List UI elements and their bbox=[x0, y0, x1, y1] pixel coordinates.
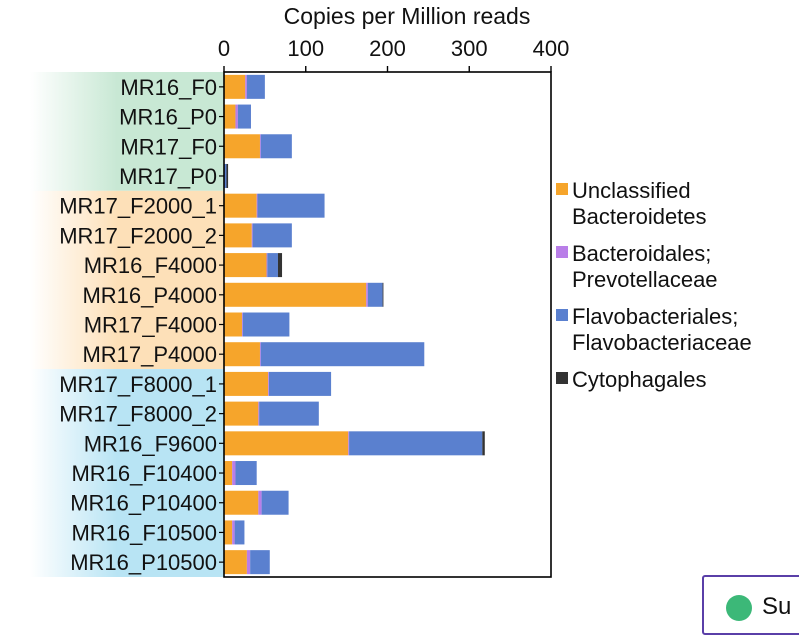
bar-segment bbox=[250, 550, 270, 575]
category-label: MR16_F0 bbox=[120, 75, 217, 100]
bar-segment bbox=[246, 74, 265, 99]
bar-segment bbox=[232, 461, 236, 486]
bars bbox=[224, 74, 485, 575]
corner-panel: Su bbox=[702, 575, 799, 635]
x-tick-label: 300 bbox=[451, 36, 488, 61]
bar-segment bbox=[224, 253, 267, 278]
category-label: MR17_F2000_1 bbox=[59, 194, 217, 219]
category-label: MR16_F4000 bbox=[84, 253, 217, 278]
legend-swatch bbox=[556, 246, 568, 258]
bar-segment bbox=[224, 371, 269, 396]
x-tick-label: 400 bbox=[533, 36, 570, 61]
bar-segment bbox=[259, 401, 319, 426]
bar-segment bbox=[259, 134, 261, 159]
bar-segment bbox=[261, 490, 289, 515]
bar-segment bbox=[226, 163, 229, 188]
x-tick-label: 200 bbox=[369, 36, 406, 61]
category-label: MR17_F8000_1 bbox=[59, 372, 217, 397]
legend-label: Bacteroidales; bbox=[572, 241, 711, 266]
bar-segment bbox=[267, 253, 278, 278]
category-label: MR17_F8000_2 bbox=[59, 402, 217, 427]
bar-segment bbox=[224, 461, 233, 486]
bar-segment bbox=[235, 461, 257, 486]
bar-segment bbox=[260, 134, 292, 159]
bar-segment bbox=[268, 371, 269, 396]
bar-segment bbox=[348, 431, 350, 456]
legend-label: Cytophagales bbox=[572, 367, 707, 392]
y-axis-category-labels: MR16_F0 MR16_P0 MR17_F0 MR17_P0 MR17_F2000_1… bbox=[59, 75, 224, 575]
bar-segment bbox=[482, 431, 485, 456]
category-label: MR17_P4000 bbox=[82, 342, 217, 367]
category-label: MR16_P10500 bbox=[70, 550, 217, 575]
bar-segment bbox=[252, 223, 292, 248]
legend-label: Prevotellaceae bbox=[572, 267, 718, 292]
green-circle-icon bbox=[726, 595, 752, 621]
category-label: MR17_F2000_2 bbox=[59, 223, 217, 248]
category-group-bands bbox=[30, 72, 224, 577]
corner-panel-text: Su bbox=[762, 593, 792, 620]
bar-segment bbox=[258, 490, 262, 515]
bar-segment bbox=[235, 104, 238, 129]
bar-segment bbox=[242, 312, 290, 337]
bar-segment bbox=[268, 371, 332, 396]
bar-segment bbox=[224, 282, 367, 307]
bar-segment bbox=[224, 401, 259, 426]
bar-segment bbox=[251, 223, 253, 248]
bar-segment bbox=[224, 104, 236, 129]
bar-segment bbox=[256, 193, 258, 218]
x-tick-label: 100 bbox=[287, 36, 324, 61]
category-group-band bbox=[30, 190, 224, 370]
bar-segment bbox=[224, 312, 242, 337]
bar-segment bbox=[224, 223, 252, 248]
bar-segment bbox=[224, 431, 349, 456]
bar-segment bbox=[245, 74, 247, 99]
bar-segment bbox=[224, 490, 259, 515]
bar-segment bbox=[277, 253, 283, 278]
category-label: MR16_F9600 bbox=[84, 431, 217, 456]
bar-segment bbox=[232, 520, 235, 545]
bar-segment bbox=[224, 134, 260, 159]
legend-label: Flavobacteriales; bbox=[572, 304, 738, 329]
legend-swatch bbox=[556, 309, 568, 321]
bar-segment bbox=[260, 342, 425, 367]
category-group-band bbox=[30, 72, 224, 191]
bar-segment bbox=[367, 282, 383, 307]
bar-segment bbox=[366, 282, 368, 307]
bar-segment bbox=[224, 520, 233, 545]
bar-segment bbox=[224, 550, 247, 575]
bar-segment bbox=[246, 550, 251, 575]
bar-segment bbox=[234, 520, 245, 545]
bar-segment bbox=[259, 342, 261, 367]
category-group-band bbox=[30, 369, 224, 577]
bar-segment bbox=[382, 282, 384, 307]
x-tick-label: 0 bbox=[218, 36, 230, 61]
stacked-bar-chart: 0 100 200 300 400 MR16_F0 MR16_P0 MR17_F0 MR17_… bbox=[30, 3, 752, 578]
legend-swatch bbox=[556, 183, 568, 195]
bar-segment bbox=[224, 74, 246, 99]
bar-segment bbox=[257, 193, 325, 218]
bar-segment bbox=[224, 193, 257, 218]
legend-label: Unclassified bbox=[572, 178, 691, 203]
category-label: MR17_F0 bbox=[120, 134, 217, 159]
category-label: MR16_F10500 bbox=[71, 520, 217, 545]
category-label: MR16_P0 bbox=[119, 105, 217, 130]
bar-segment bbox=[349, 431, 483, 456]
category-label: MR16_P4000 bbox=[82, 283, 217, 308]
bar-segment bbox=[224, 163, 227, 188]
category-label: MR16_P10400 bbox=[70, 491, 217, 516]
chart-title: Copies per Million reads bbox=[284, 3, 531, 29]
bar-segment bbox=[241, 312, 243, 337]
category-label: MR17_F4000 bbox=[84, 313, 217, 338]
category-label: MR17_P0 bbox=[119, 164, 217, 189]
bar-segment bbox=[237, 104, 251, 129]
bar-segment bbox=[258, 401, 260, 426]
bar-segment bbox=[224, 342, 260, 367]
category-label: MR16_F10400 bbox=[71, 461, 217, 486]
legend-swatch bbox=[556, 372, 568, 384]
legend-label: Flavobacteriaceae bbox=[572, 330, 752, 355]
legend-label: Bacteroidetes bbox=[572, 204, 707, 229]
bar-segment bbox=[266, 253, 268, 278]
x-axis-ticks: 0 100 200 300 400 bbox=[218, 36, 569, 72]
